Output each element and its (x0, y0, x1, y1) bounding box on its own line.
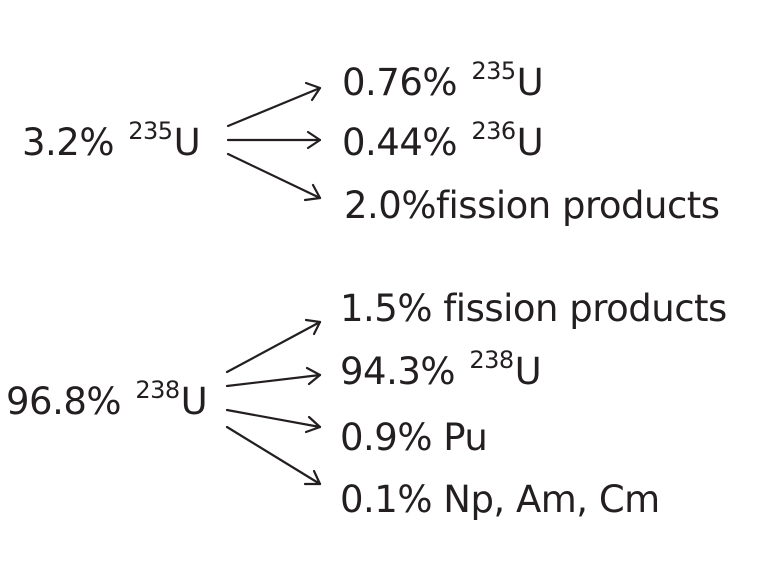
product-u235-mass: 235 (471, 57, 516, 85)
source-u235-element: U (173, 121, 201, 164)
product-fission-products-2-label: 1.5% fission products (340, 287, 727, 330)
source-u238-element: U (180, 380, 208, 423)
product-u235-percent: 0.76% (342, 61, 458, 104)
product-fission-products-label: 2.0%fission products (344, 184, 720, 227)
product-u236-mass: 236 (471, 117, 516, 145)
source-u235-percent: 3.2% (22, 121, 115, 164)
product-u238-percent: 94.3% (340, 350, 456, 393)
product-u235-element: U (516, 61, 544, 104)
arrow-u235-to-fission-products (226, 152, 322, 202)
source-u235-mass: 235 (128, 117, 173, 145)
product-u235-label: 0.76% 235U (342, 59, 544, 104)
product-u236-percent: 0.44% (342, 121, 458, 164)
product-np-am-cm-label: 0.1% Np, Am, Cm (340, 478, 660, 521)
source-u235-label: 3.2% 235U (22, 119, 201, 164)
product-u236-element: U (516, 121, 544, 164)
product-u238-label: 94.3% 238U (340, 348, 542, 393)
arrow-u238-to-pu (225, 408, 322, 434)
product-pu-label: 0.9% Pu (340, 416, 488, 459)
source-u238-percent: 96.8% (6, 380, 122, 423)
arrow-u235-to-u235 (226, 81, 322, 128)
product-u238-mass: 238 (469, 346, 514, 374)
source-u238-label: 96.8% 238U (6, 378, 208, 423)
source-u238-mass: 238 (135, 376, 180, 404)
product-u236-label: 0.44% 236U (342, 119, 544, 164)
arrow-u238-to-fission-products (225, 318, 322, 374)
arrow-u235-to-u236 (226, 130, 322, 150)
arrow-u238-to-np-am-cm (225, 425, 322, 486)
arrow-u238-to-u238 (225, 366, 322, 388)
product-u238-element: U (514, 350, 542, 393)
